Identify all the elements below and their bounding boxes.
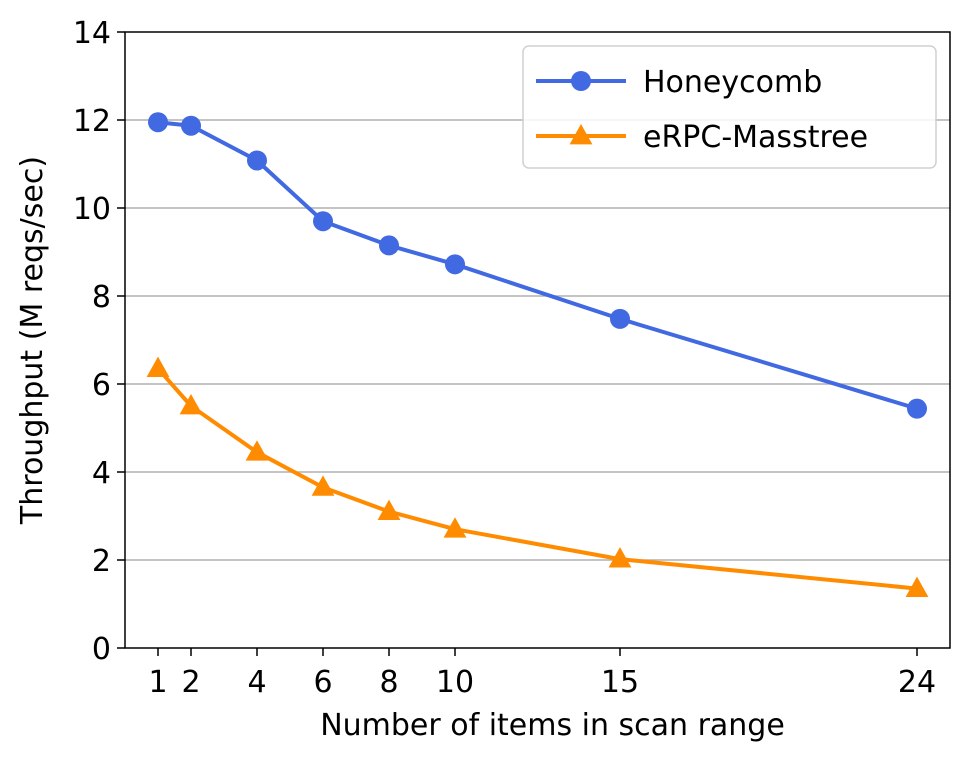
x-axis-label: Number of items in scan range	[320, 708, 785, 743]
series-line	[156, 367, 918, 591]
data-point	[905, 576, 929, 597]
x-tick-label: 10	[436, 665, 474, 700]
x-tick-label: 2	[181, 665, 200, 700]
x-tick-label: 1	[148, 665, 167, 700]
data-point	[608, 547, 632, 568]
legend-marker	[569, 124, 593, 145]
data-point	[443, 517, 467, 538]
data-point	[245, 440, 269, 461]
data-point	[247, 150, 267, 171]
y-tick-label: 10	[73, 192, 111, 227]
x-tick-label: 6	[313, 665, 332, 700]
x-tick-label: 24	[898, 665, 936, 700]
y-tick-label: 4	[92, 456, 111, 491]
data-point	[181, 115, 201, 136]
x-tick-label: 15	[601, 665, 639, 700]
x-axis: 1 2 4 6 8 10 15 24	[148, 648, 936, 700]
data-point	[610, 308, 630, 329]
series-line	[157, 120, 918, 411]
legend-label: eRPC-Masstree	[643, 120, 868, 155]
series-honeycomb	[148, 112, 927, 419]
series-erpc-masstree	[146, 356, 929, 597]
data-point	[311, 475, 335, 496]
data-point	[379, 235, 399, 256]
data-point	[179, 394, 203, 415]
x-tick-label: 8	[379, 665, 398, 700]
legend-marker	[571, 71, 591, 91]
data-point	[313, 211, 333, 232]
data-point	[146, 356, 170, 377]
y-tick-label: 8	[92, 280, 111, 315]
y-tick-label: 0	[92, 632, 111, 667]
series-layer	[146, 112, 929, 597]
y-axis: 0 2 4 6 8 10 12 14	[73, 16, 125, 667]
x-tick-label: 4	[247, 665, 266, 700]
data-point	[907, 398, 927, 419]
data-point	[445, 254, 465, 275]
data-point	[148, 112, 168, 133]
data-point	[377, 499, 401, 520]
legend-label: Honeycomb	[643, 65, 822, 100]
legend: Honeycomb eRPC-Masstree	[522, 45, 937, 169]
plot-frame	[124, 31, 951, 649]
y-tick-label: 12	[73, 104, 111, 139]
y-tick-label: 14	[73, 16, 111, 51]
y-tick-label: 6	[92, 368, 111, 403]
grid-lines	[125, 119, 950, 561]
legend-box	[522, 45, 937, 169]
y-axis-label: Throughput (M reqs/sec)	[15, 156, 50, 525]
y-tick-label: 2	[92, 544, 111, 579]
